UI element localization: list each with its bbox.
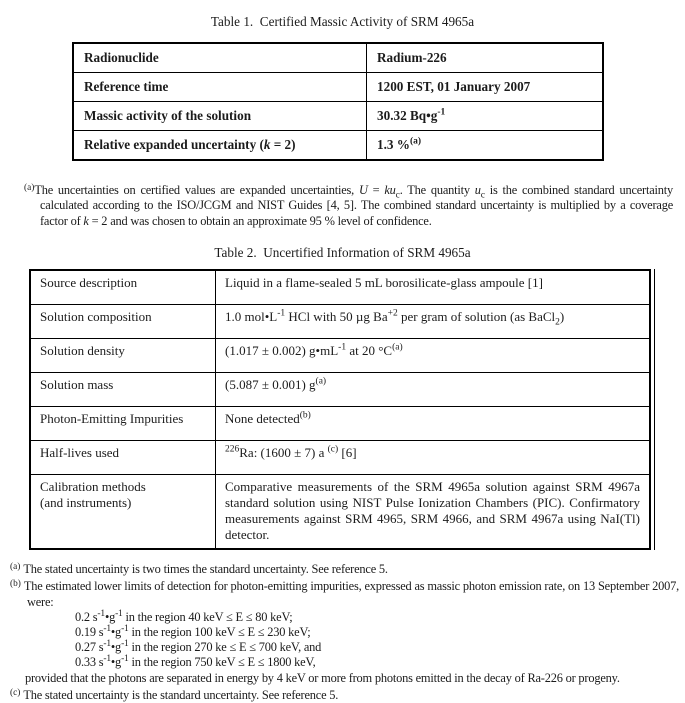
table-row: Solution mass (5.087 ± 0.001) g(a) xyxy=(29,372,651,408)
table-row: Radionuclide Radium-226 xyxy=(72,42,604,73)
footnote-b-continuation: provided that the photons are separated … xyxy=(25,670,620,685)
footnote-text: The uncertainties on certified values ar… xyxy=(34,183,673,228)
table-row: Reference time 1200 EST, 01 January 2007 xyxy=(72,72,604,102)
detection-limit-line: 0.2 s-1•g-1 in the region 40 keV ≤ E ≤ 8… xyxy=(75,608,293,624)
detection-limit-line: 0.27 s-1•g-1 in the region 270 ke ≤ E ≤ … xyxy=(75,639,322,655)
detection-limit-line: 0.33 s-1•g-1 in the region 750 keV ≤ E ≤… xyxy=(75,654,316,670)
row-label-cell: Photon-Emitting Impurities xyxy=(29,406,216,442)
row-value-cell: 1200 EST, 01 January 2007 xyxy=(366,72,604,102)
footnote-text: The estimated lower limits of detection … xyxy=(23,579,679,609)
table1-footnote-a: (a)The uncertainties on certified values… xyxy=(24,181,673,229)
row-value-cell: None detected(b) xyxy=(215,406,651,442)
row-label-cell: Radionuclide xyxy=(72,42,367,73)
row-value-cell: 1.3 %(a) xyxy=(366,130,604,161)
row-label-cell: Solution mass xyxy=(29,372,216,408)
table2-footnotes: (a) The stated uncertainty is two times t… xyxy=(10,560,679,703)
row-value-cell: Radium-226 xyxy=(366,42,604,73)
table-row: Solution composition 1.0 mol•L-1 HCl wit… xyxy=(29,304,651,340)
footnote-marker: (b) xyxy=(10,579,21,590)
row-value-cell: (5.087 ± 0.001) g(a) xyxy=(215,372,651,408)
table-row: Relative expanded uncertainty (k = 2) 1.… xyxy=(72,130,604,161)
table1-certified-massic-activity: Radionuclide Radium-226 Reference time 1… xyxy=(72,42,604,161)
row-value-cell: 30.32 Bq•g-1 xyxy=(366,101,604,131)
table1-caption: Table 1. Certified Massic Activity of SR… xyxy=(210,14,475,29)
row-label-cell: Relative expanded uncertainty (k = 2) xyxy=(72,130,367,161)
row-label-cell: Solution composition xyxy=(29,304,216,340)
footnote-text: The stated uncertainty is two times the … xyxy=(23,562,388,577)
footnote-text: The stated uncertainty is the standard u… xyxy=(23,687,339,702)
footnote-marker: (a) xyxy=(10,562,21,573)
footnote-b: (b) The estimated lower limits of detecti… xyxy=(10,577,679,609)
table-row: Source description Liquid in a flame-sea… xyxy=(29,269,651,306)
footnote-marker: (a) xyxy=(24,183,35,193)
row-value-cell: Liquid in a flame-sealed 5 mL borosilica… xyxy=(215,269,651,306)
row-value-cell: 226Ra: (1600 ± 7) a (c) [6] xyxy=(215,440,651,476)
table-row: Calibration methods (and instruments) Com… xyxy=(29,474,651,550)
table-row: Half-lives used 226Ra: (1600 ± 7) a (c) … xyxy=(29,440,651,476)
table2-caption: Table 2. Uncertified Information of SRM … xyxy=(214,245,471,261)
table2-uncertified-information: Source description Liquid in a flame-sea… xyxy=(29,269,651,551)
footnote-a: (a) The stated uncertainty is two times t… xyxy=(10,560,679,577)
row-value-cell: (1.017 ± 0.002) g•mL-1 at 20 °C(a) xyxy=(215,338,651,374)
detection-limit-line: 0.19 s-1•g-1 in the region 100 keV ≤ E ≤… xyxy=(75,623,311,640)
row-value-cell: Comparative measurements of the SRM 4965… xyxy=(215,474,651,550)
row-label-cell: Massic activity of the solution xyxy=(72,101,367,131)
row-label-cell: Solution density xyxy=(29,338,216,374)
row-label-cell: Reference time xyxy=(72,72,367,102)
row-label-cell: Source description xyxy=(29,269,216,306)
row-label-cell: Half-lives used xyxy=(29,440,216,476)
table-row: Photon-Emitting Impurities None detected… xyxy=(29,406,651,442)
table2-outer-border: Source description Liquid in a flame-sea… xyxy=(29,269,655,551)
footnote-c: (c) The stated uncertainty is the standar… xyxy=(10,686,679,703)
row-label-cell: Calibration methods (and instruments) xyxy=(29,474,216,550)
footnote-marker: (c) xyxy=(10,687,21,698)
table-row: Solution density (1.017 ± 0.002) g•mL-1 … xyxy=(29,338,651,374)
table-row: Massic activity of the solution 30.32 Bq… xyxy=(72,101,604,131)
row-value-cell: 1.0 mol•L-1 HCl with 50 µg Ba+2 per gram… xyxy=(215,304,651,340)
